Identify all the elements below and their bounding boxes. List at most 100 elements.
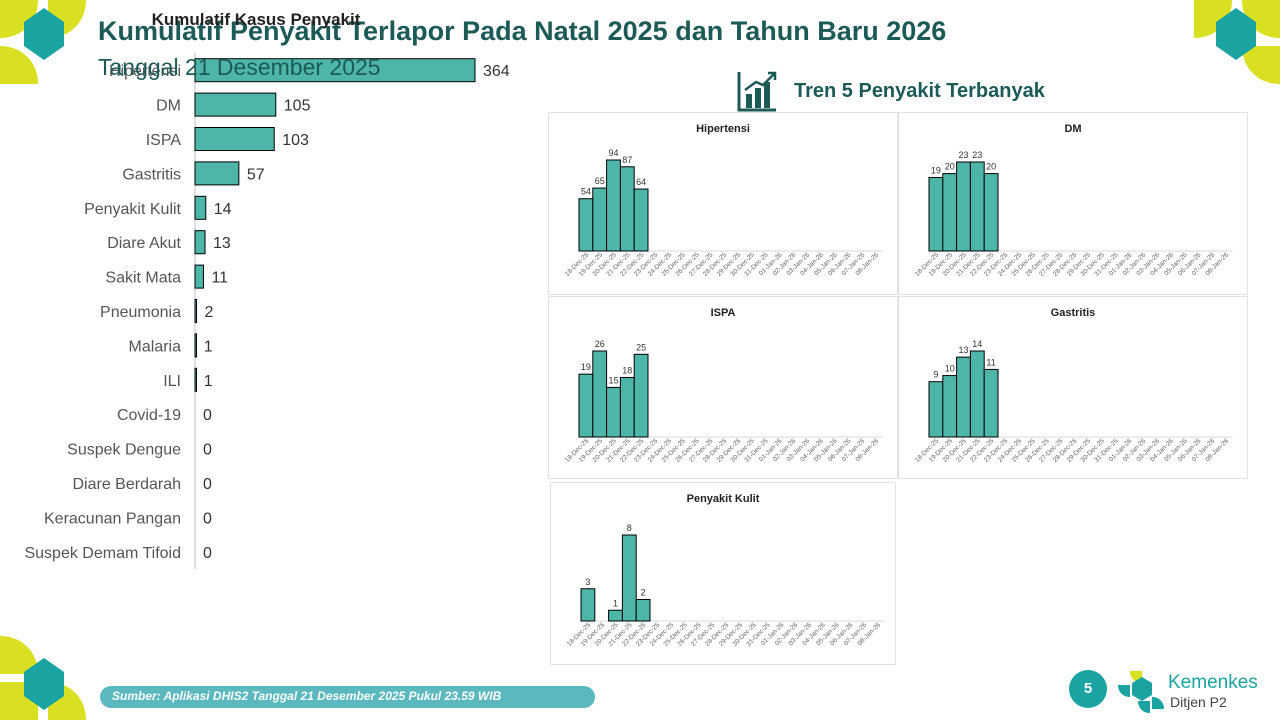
data-label: 64 — [636, 177, 646, 187]
category-label: Covid-19 — [117, 407, 181, 424]
page-subtitle: Tanggal 21 Desember 2025 — [98, 54, 381, 80]
data-label: 57 — [247, 166, 265, 183]
data-label: 65 — [595, 176, 605, 186]
data-label: 87 — [622, 155, 632, 165]
data-label: 1 — [613, 598, 618, 608]
bar — [592, 350, 608, 438]
data-label: 14 — [214, 201, 232, 218]
data-label: 2 — [205, 304, 214, 321]
bar — [194, 127, 275, 151]
bar — [194, 230, 206, 255]
category-label: Malaria — [129, 338, 182, 355]
source-text: Sumber: Aplikasi DHIS2 Tanggal 21 Desemb… — [112, 689, 502, 703]
bar — [633, 188, 649, 252]
data-label: 0 — [203, 442, 212, 459]
data-label: 15 — [608, 375, 618, 385]
bar-chart-trend-icon — [737, 71, 777, 112]
bar — [194, 367, 197, 392]
corner-decoration-top-right — [1194, 0, 1280, 84]
data-label: 11 — [211, 270, 228, 287]
trend-header: Tren 5 Penyakit Terbanyak — [736, 70, 1066, 114]
data-label: 1 — [204, 373, 213, 390]
bar — [621, 534, 637, 622]
bar — [619, 166, 635, 252]
data-label: 2 — [641, 588, 646, 598]
data-label: 94 — [608, 148, 618, 158]
data-label: 25 — [636, 342, 646, 352]
page-number-badge: 5 — [1069, 670, 1107, 708]
bar — [942, 375, 958, 438]
data-label: 1 — [204, 338, 213, 355]
category-label: Pneumonia — [100, 304, 181, 321]
category-label: Hipertensi — [109, 63, 181, 80]
logo-subtitle: Ditjen P2 — [1170, 694, 1227, 710]
category-label: Suspek Demam Tifoid — [24, 545, 181, 562]
bar — [956, 356, 971, 438]
category-label: Gastritis — [122, 166, 181, 183]
trend-chart-hipertensi: Hipertensi 18-Dec-25 19-Dec-25 20-Dec-25 21… — [548, 112, 898, 295]
cumulative-chart-panel: Kumulatif Kasus Penyakit Hipertensi 364 DM… — [0, 0, 512, 580]
bar — [606, 159, 621, 252]
bar — [194, 333, 197, 358]
data-label: 8 — [627, 523, 632, 533]
data-label: 13 — [213, 235, 231, 252]
data-label: 10 — [945, 364, 955, 374]
trend-chart-dm: DM 18-Dec-25 19-Dec-25 20-Dec-25 21-Dec-25 2… — [898, 112, 1248, 295]
bar — [969, 161, 985, 252]
data-label: 364 — [483, 63, 510, 80]
category-label: Keracunan Pangan — [44, 510, 181, 527]
bar — [194, 58, 476, 83]
data-label: 20 — [945, 162, 955, 172]
bar — [606, 386, 621, 438]
bar — [608, 609, 623, 622]
bar — [194, 195, 207, 220]
data-label: 0 — [203, 476, 212, 493]
data-label: 11 — [986, 357, 995, 367]
data-label: 0 — [203, 407, 212, 424]
cumulative-bar-chart: Hipertensi 364 DM 105 ISPA 103 Gastritis 57 Peny… — [24, 53, 510, 569]
bar — [928, 381, 944, 438]
category-label: Suspek Dengue — [67, 442, 181, 459]
bar — [194, 161, 240, 186]
trend-chart-title: Hipertensi — [696, 123, 750, 135]
trend-chart-title: Gastritis — [1050, 307, 1096, 319]
bar — [635, 599, 651, 622]
bar — [578, 198, 594, 252]
kemenkes-logo-icon — [1118, 671, 1164, 713]
trend-chart-title: Penyakit Kulit — [686, 493, 760, 505]
category-label: Diare Berdarah — [73, 476, 182, 493]
data-label: 23 — [972, 150, 982, 160]
bar — [969, 350, 985, 438]
data-label: 14 — [972, 339, 982, 349]
data-label: 54 — [581, 187, 591, 197]
trend-chart-ispa: ISPA 18-Dec-25 19-Dec-25 20-Dec-25 21-Dec-2… — [548, 296, 898, 479]
bar — [619, 376, 635, 438]
category-label: Penyakit Kulit — [84, 201, 181, 218]
corner-decoration-top-left — [0, 0, 86, 84]
data-label: 9 — [933, 370, 938, 380]
data-label: 18 — [622, 365, 632, 375]
data-label: 23 — [958, 150, 968, 160]
bar — [580, 588, 596, 622]
bar — [956, 161, 971, 252]
page-title: Kumulatif Penyakit Terlapor Pada Natal 2… — [98, 16, 947, 46]
trend-chart-gastritis: Gastritis 18-Dec-25 19-Dec-25 20-Dec-25 21-… — [898, 296, 1248, 479]
trend-chart-penyakit-kulit: Penyakit Kulit 18-Dec-25 19-Dec-25 20-Dec-… — [550, 482, 896, 665]
data-label: 0 — [203, 545, 212, 562]
data-label: 19 — [581, 362, 591, 372]
bar — [983, 368, 999, 438]
data-label: 3 — [585, 577, 590, 587]
bar — [194, 264, 204, 289]
bar — [194, 92, 277, 117]
category-label: Diare Akut — [107, 235, 181, 252]
bar — [578, 373, 594, 438]
category-label: ILI — [163, 373, 181, 390]
data-label: 0 — [203, 510, 212, 527]
category-label: Sakit Mata — [105, 270, 181, 287]
cumulative-chart-title: Kumulatif Kasus Penyakit — [151, 10, 361, 29]
bar — [194, 299, 198, 323]
bar — [983, 173, 999, 252]
bar — [928, 176, 944, 252]
trend-chart-title: DM — [1064, 123, 1082, 135]
corner-decoration-bottom-left — [0, 636, 86, 720]
